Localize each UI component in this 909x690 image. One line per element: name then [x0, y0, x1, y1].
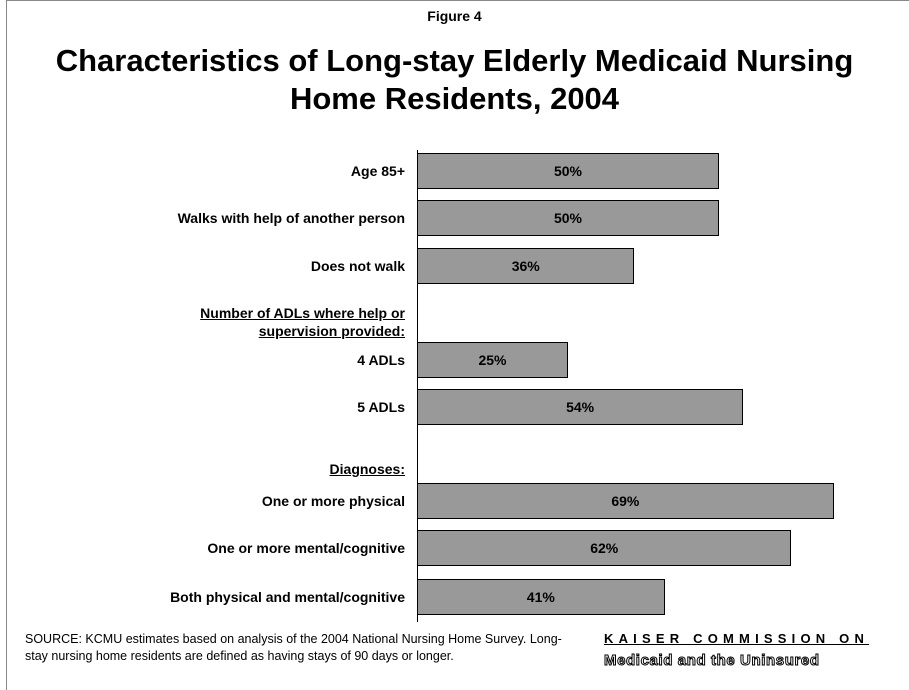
group-header: Number of ADLs where help or supervision…: [200, 305, 405, 339]
source-note: SOURCE: KCMU estimates based on analysis…: [25, 632, 562, 663]
category-label: 5 ADLs: [357, 399, 405, 415]
value-label: 36%: [511, 258, 540, 274]
category-label: Does not walk: [310, 258, 405, 274]
value-label: 50%: [553, 210, 583, 226]
chart-title: Characteristics of Long-stay Elderly Med…: [55, 43, 854, 116]
logo-line: Medicaid and the Uninsured: [604, 652, 820, 670]
bar: [417, 483, 834, 519]
category-label: Age 85+: [350, 163, 405, 179]
category-label: Both physical and mental/cognitive: [170, 589, 405, 605]
category-label: Walks with help of another person: [177, 210, 405, 226]
bar: [417, 153, 719, 189]
category-label: One or more mental/cognitive: [207, 540, 405, 556]
bar: [417, 342, 568, 378]
value-label: 62%: [590, 540, 619, 556]
value-label: 41%: [526, 589, 555, 605]
value-label: 50%: [553, 163, 583, 179]
category-label: One or more physical: [261, 493, 405, 509]
group-header: Diagnoses:: [329, 461, 405, 477]
bar: [417, 579, 665, 615]
logo-line: KAISER COMMISSION ON: [604, 631, 870, 646]
category-label: 4 ADLs: [357, 352, 405, 368]
frame: [6, 0, 909, 690]
bar: [417, 248, 635, 284]
bar: [417, 200, 719, 236]
bar: [417, 530, 792, 566]
value-label: 25%: [478, 352, 507, 368]
value-label: 54%: [566, 399, 595, 415]
value-label: 69%: [611, 493, 640, 509]
bar: [417, 389, 744, 425]
axis-line: [417, 150, 418, 622]
figure-label: Figure 4: [427, 8, 482, 24]
